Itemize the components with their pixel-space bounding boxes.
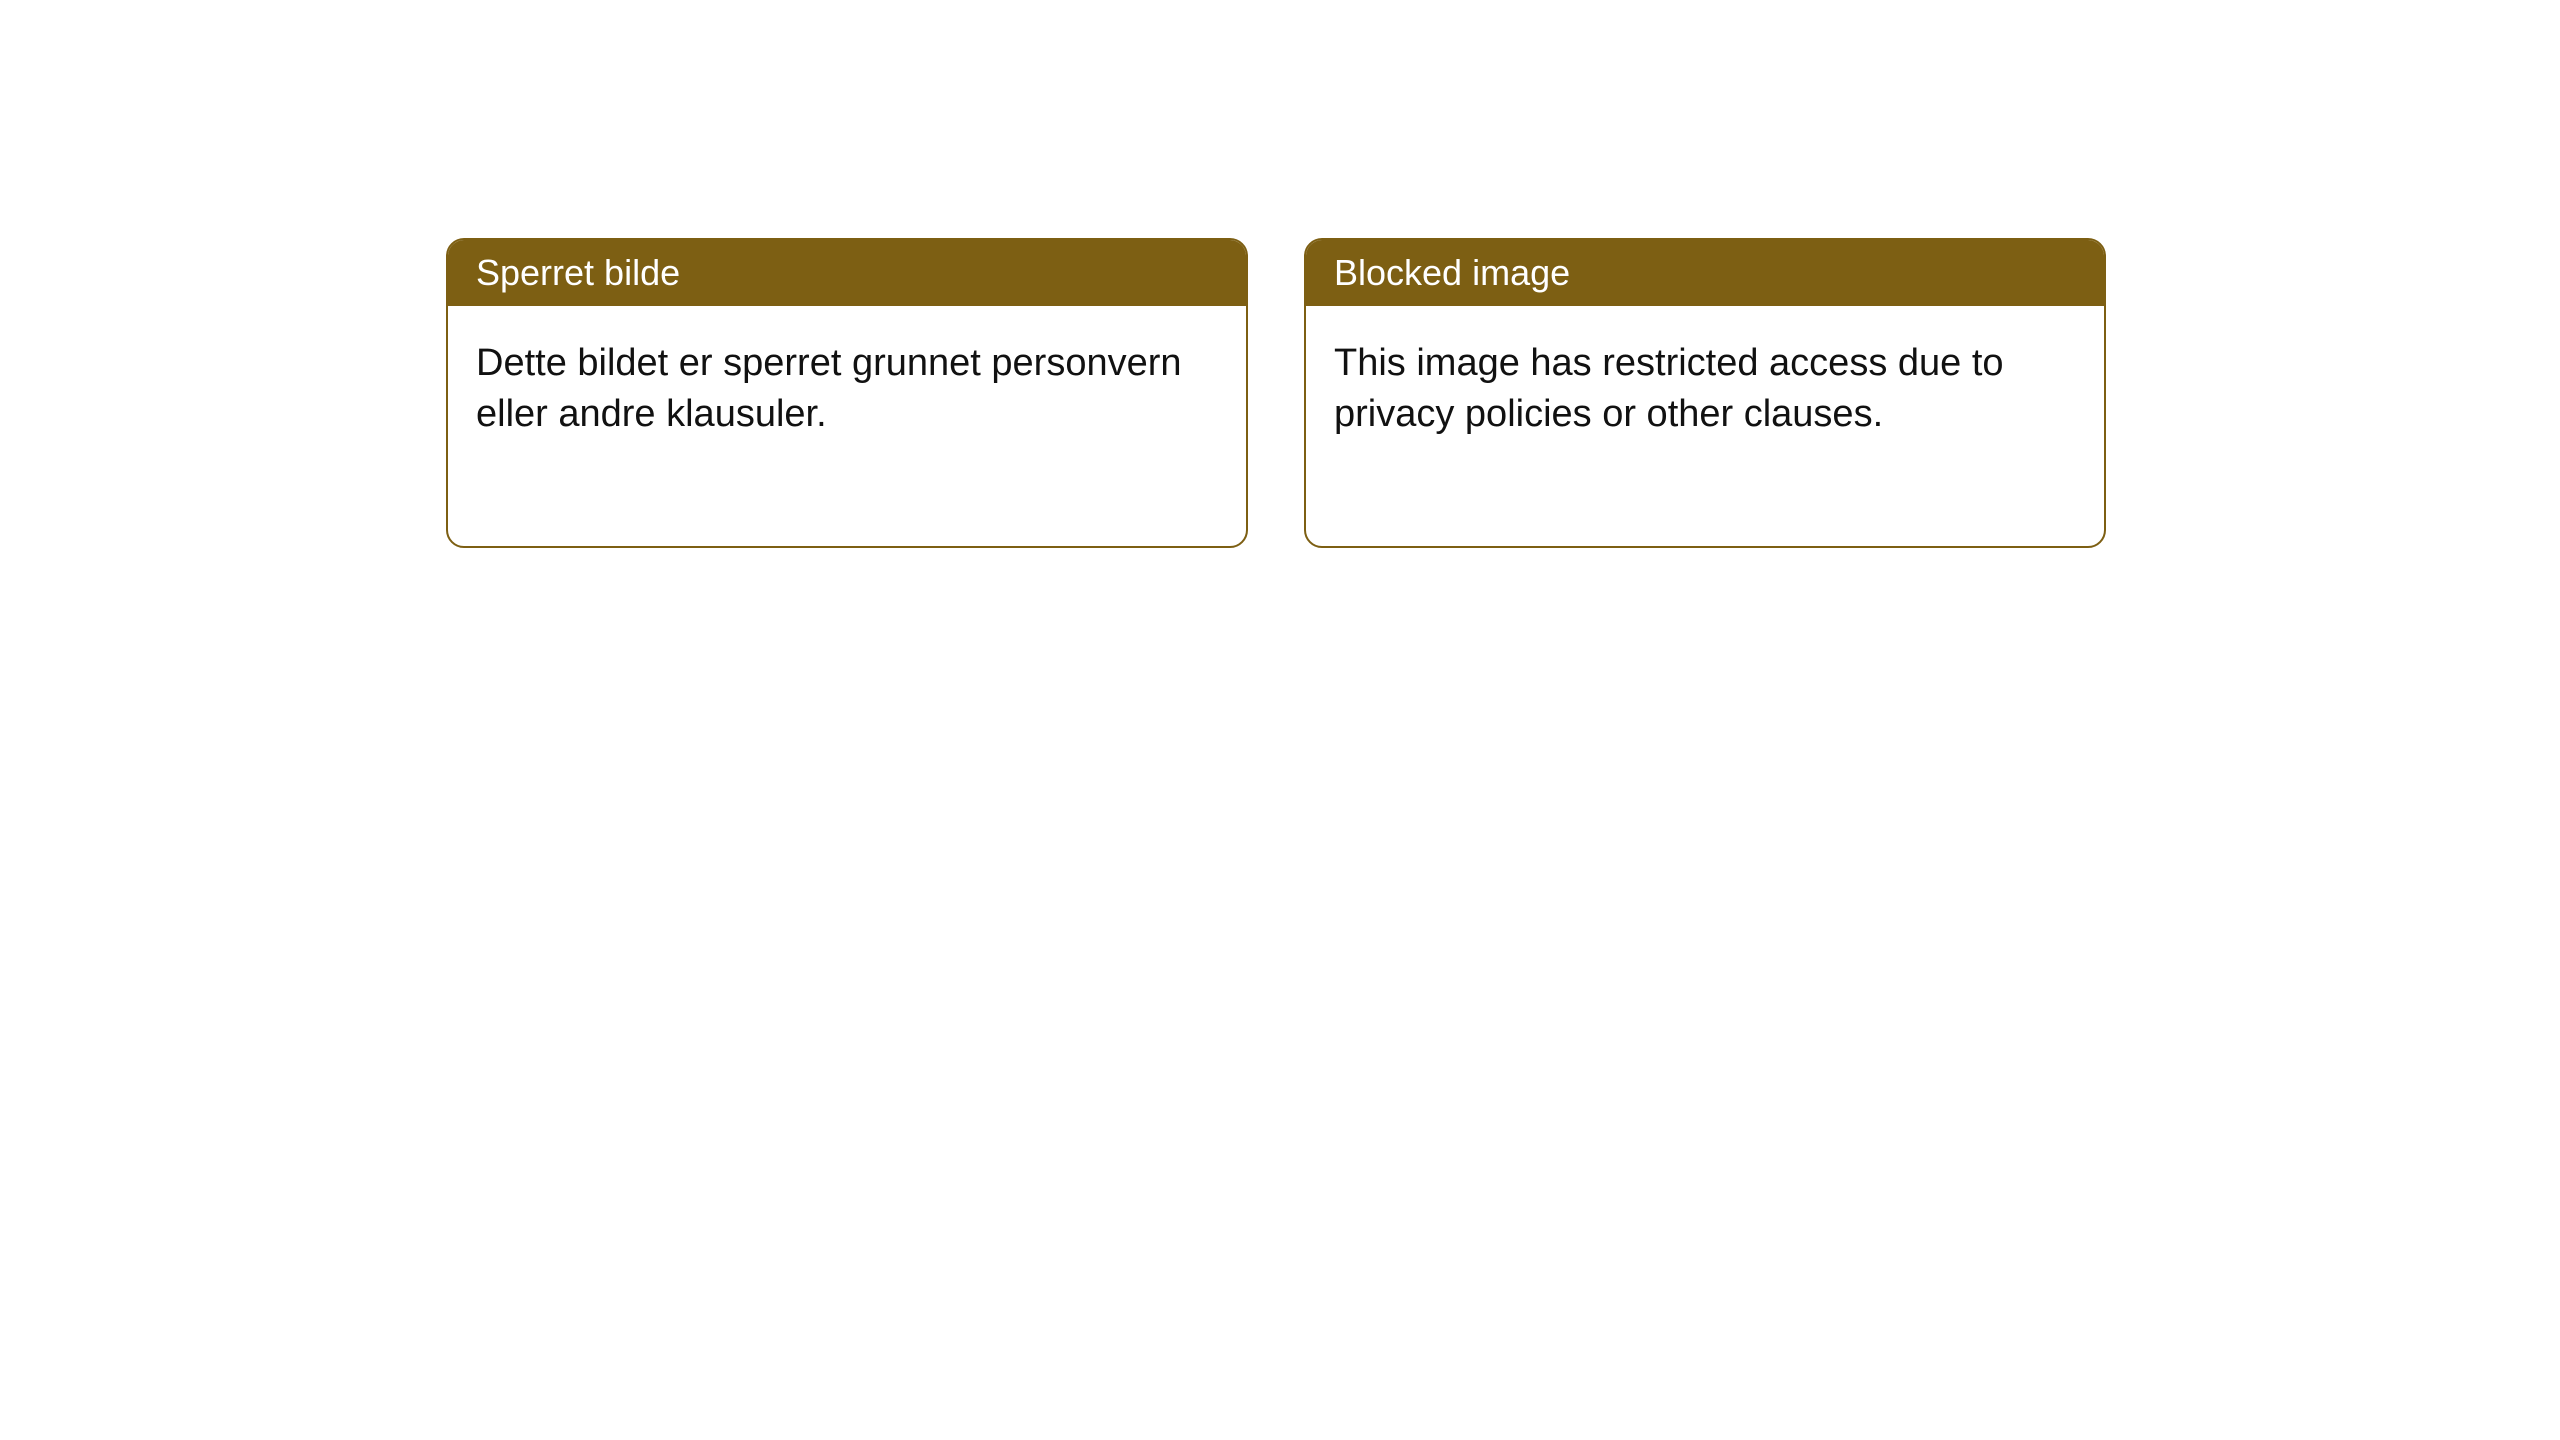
card-title: Blocked image <box>1334 252 1570 293</box>
card-body: Dette bildet er sperret grunnet personve… <box>448 306 1246 546</box>
card-body-text: Dette bildet er sperret grunnet personve… <box>476 342 1182 435</box>
notice-card-norwegian: Sperret bilde Dette bildet er sperret gr… <box>446 238 1248 548</box>
card-header: Blocked image <box>1306 240 2104 306</box>
card-header: Sperret bilde <box>448 240 1246 306</box>
card-title: Sperret bilde <box>476 252 680 293</box>
notice-card-english: Blocked image This image has restricted … <box>1304 238 2106 548</box>
card-body-text: This image has restricted access due to … <box>1334 342 2004 435</box>
card-body: This image has restricted access due to … <box>1306 306 2104 546</box>
notice-cards-container: Sperret bilde Dette bildet er sperret gr… <box>446 238 2106 548</box>
